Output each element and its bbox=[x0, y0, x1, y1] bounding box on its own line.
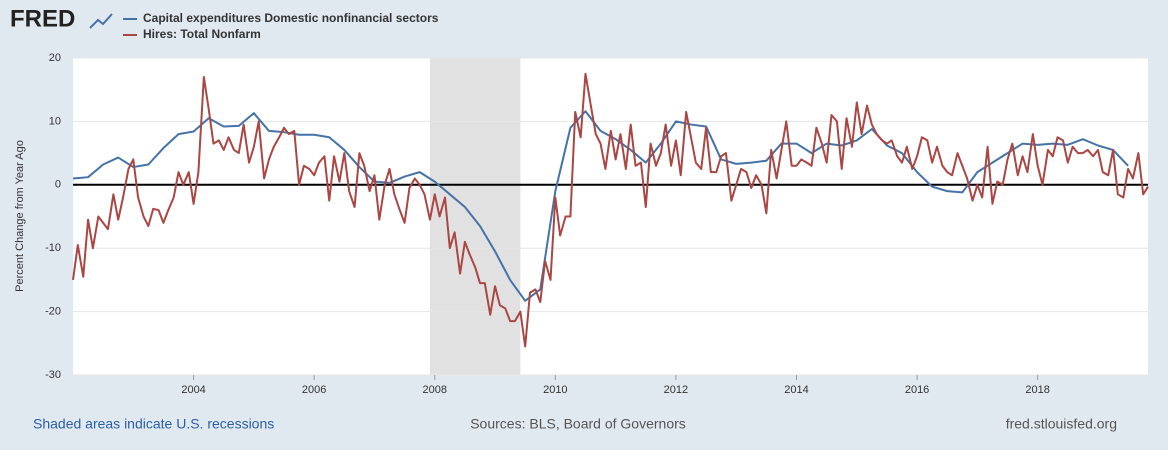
y-tick-label: 20 bbox=[49, 52, 61, 64]
x-tick-label: 2010 bbox=[543, 384, 567, 396]
sources: Sources: BLS, Board of Governors bbox=[470, 416, 686, 432]
x-tick-label: 2018 bbox=[1025, 384, 1049, 396]
site-link[interactable]: fred.stlouisfed.org bbox=[1006, 416, 1117, 432]
recession-note[interactable]: Shaded areas indicate U.S. recessions bbox=[33, 416, 274, 432]
y-tick-label: -30 bbox=[45, 369, 61, 381]
y-tick-label: 10 bbox=[49, 115, 61, 127]
legend-label: Hires: Total Nonfarm bbox=[143, 27, 261, 41]
series-line bbox=[72, 110, 1129, 302]
y-tick-label: -20 bbox=[45, 306, 61, 318]
recession-shade bbox=[429, 58, 521, 375]
x-tick-label: 2004 bbox=[181, 384, 205, 396]
x-tick-label: 2008 bbox=[423, 384, 447, 396]
legend-label: Capital expenditures Domestic nonfinanci… bbox=[143, 11, 439, 25]
y-tick-label: 0 bbox=[55, 179, 61, 191]
y-tick-label: -10 bbox=[45, 242, 61, 254]
logo-icon bbox=[89, 13, 113, 29]
y-axis-label: Percent Change from Year Ago bbox=[14, 140, 26, 292]
x-tick-label: 2006 bbox=[302, 384, 326, 396]
x-tick-label: 2016 bbox=[905, 384, 929, 396]
plot-area bbox=[73, 58, 1148, 375]
logo: FRED bbox=[10, 5, 75, 32]
x-tick-label: 2014 bbox=[784, 384, 808, 396]
x-tick-label: 2012 bbox=[664, 384, 688, 396]
series-line bbox=[72, 72, 1149, 348]
